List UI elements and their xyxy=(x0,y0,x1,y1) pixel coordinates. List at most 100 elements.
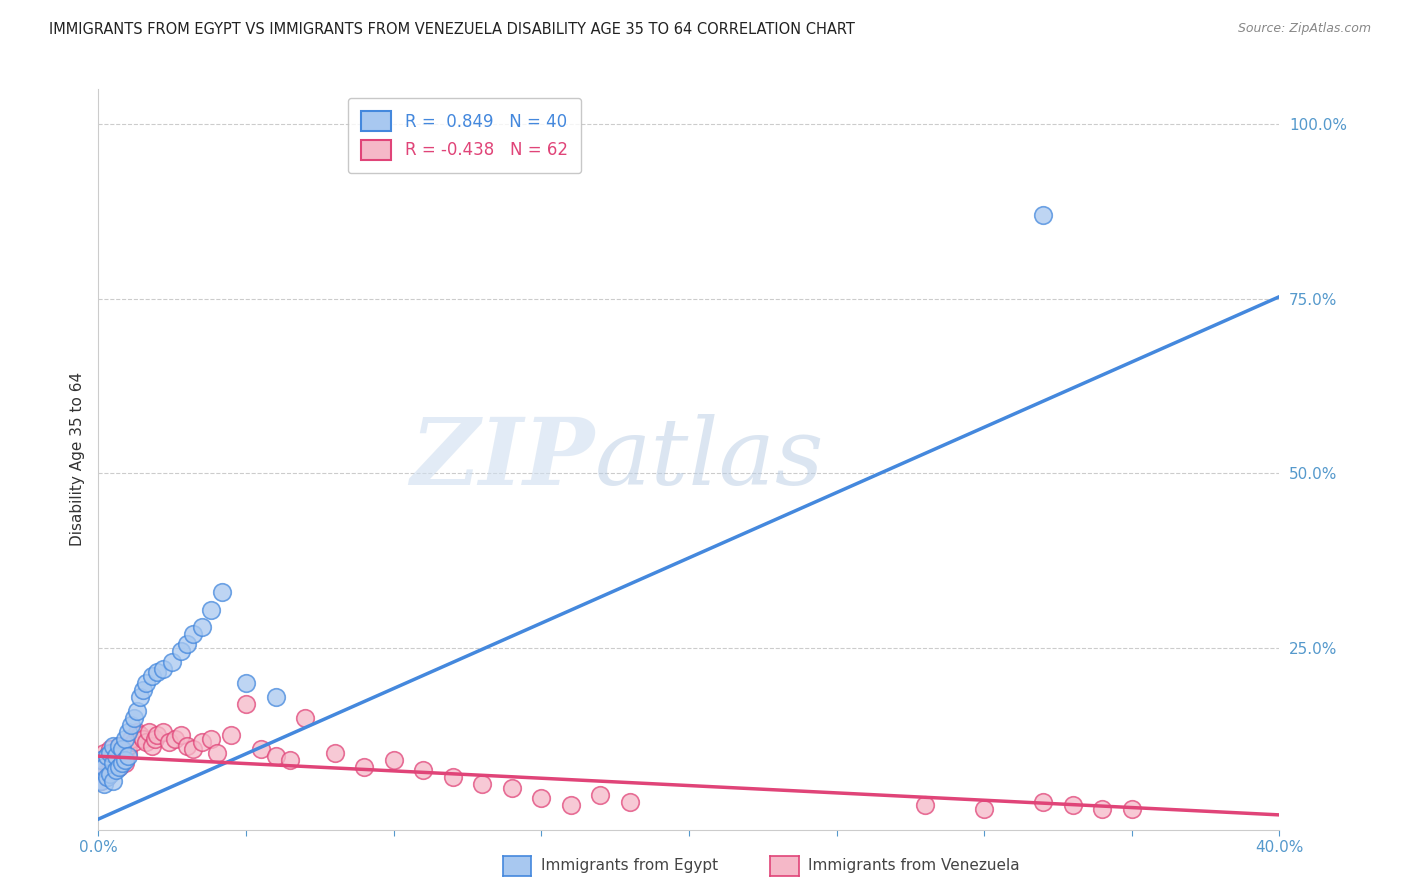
Point xyxy=(170,644,193,658)
Point xyxy=(117,749,139,764)
Point xyxy=(114,753,136,767)
Text: IMMIGRANTS FROM EGYPT VS IMMIGRANTS FROM VENEZUELA DISABILITY AGE 35 TO 64 CORRE: IMMIGRANTS FROM EGYPT VS IMMIGRANTS FROM… xyxy=(49,22,855,37)
Point xyxy=(353,760,375,774)
Point xyxy=(205,746,228,760)
Point xyxy=(103,773,125,788)
Point xyxy=(382,753,405,767)
Point xyxy=(176,739,198,753)
Point xyxy=(98,742,121,756)
Point xyxy=(111,742,134,756)
Point xyxy=(128,728,150,742)
Point xyxy=(96,749,118,764)
Point xyxy=(152,662,174,676)
Point xyxy=(181,742,204,756)
Point xyxy=(90,773,112,788)
Point xyxy=(1091,802,1114,816)
Point xyxy=(200,602,222,616)
Point xyxy=(105,763,128,777)
Point xyxy=(176,637,198,651)
Point xyxy=(157,735,180,749)
Point xyxy=(323,746,346,760)
Point xyxy=(221,728,243,742)
Point xyxy=(146,665,169,680)
Point xyxy=(90,773,112,788)
Point xyxy=(96,749,118,764)
Point xyxy=(165,731,187,746)
Point xyxy=(191,620,214,634)
Point xyxy=(93,777,115,791)
Point xyxy=(103,756,125,771)
Point xyxy=(162,655,183,669)
Point xyxy=(125,724,148,739)
Point xyxy=(501,780,523,795)
Point xyxy=(105,756,128,771)
Point xyxy=(135,735,157,749)
Point xyxy=(103,746,125,760)
Point xyxy=(914,798,936,813)
Point xyxy=(117,746,139,760)
Point xyxy=(96,770,118,784)
Point xyxy=(170,728,193,742)
Point xyxy=(619,795,641,809)
Point xyxy=(111,756,134,771)
Point xyxy=(132,682,155,697)
Point xyxy=(235,676,257,690)
Point xyxy=(117,739,139,753)
Point xyxy=(120,731,142,746)
Legend: R =  0.849   N = 40, R = -0.438   N = 62: R = 0.849 N = 40, R = -0.438 N = 62 xyxy=(349,97,581,173)
Point xyxy=(120,718,142,732)
Point xyxy=(264,749,287,764)
Point xyxy=(1032,208,1054,222)
Point xyxy=(90,753,112,767)
Point xyxy=(108,760,131,774)
Point xyxy=(108,739,131,753)
Point xyxy=(108,760,131,774)
Point xyxy=(90,753,112,767)
Point xyxy=(114,731,136,746)
Point xyxy=(973,802,995,816)
Point xyxy=(250,742,273,756)
Point xyxy=(105,749,128,764)
Point xyxy=(141,739,163,753)
Point xyxy=(211,585,233,599)
Point xyxy=(146,728,169,742)
Point xyxy=(108,739,131,753)
Point xyxy=(98,746,121,760)
Point xyxy=(114,749,136,764)
Point xyxy=(111,742,134,756)
Point xyxy=(103,760,125,774)
Text: ZIP: ZIP xyxy=(411,415,595,504)
Point xyxy=(412,763,434,777)
Point xyxy=(152,724,174,739)
Point xyxy=(530,791,553,805)
Point xyxy=(93,766,115,780)
Point xyxy=(117,724,139,739)
Point xyxy=(471,777,494,791)
Point xyxy=(138,724,160,739)
Point xyxy=(1062,798,1084,813)
Point xyxy=(93,746,115,760)
Point xyxy=(98,763,121,777)
Point xyxy=(114,756,136,771)
Point xyxy=(589,788,612,802)
Point xyxy=(294,711,316,725)
Point xyxy=(96,770,118,784)
Point xyxy=(560,798,582,813)
Point xyxy=(1121,802,1143,816)
Point xyxy=(125,704,148,718)
Y-axis label: Disability Age 35 to 64: Disability Age 35 to 64 xyxy=(69,372,84,547)
Point xyxy=(132,731,155,746)
Point xyxy=(235,697,257,711)
Point xyxy=(122,711,145,725)
Point xyxy=(141,669,163,683)
Point xyxy=(1032,795,1054,809)
Text: Source: ZipAtlas.com: Source: ZipAtlas.com xyxy=(1237,22,1371,36)
Text: Immigrants from Venezuela: Immigrants from Venezuela xyxy=(808,858,1021,872)
Point xyxy=(93,760,115,774)
Point xyxy=(264,690,287,704)
Point xyxy=(143,731,166,746)
Point xyxy=(98,766,121,780)
Point xyxy=(441,770,464,784)
Point xyxy=(191,735,214,749)
Point xyxy=(111,753,134,767)
